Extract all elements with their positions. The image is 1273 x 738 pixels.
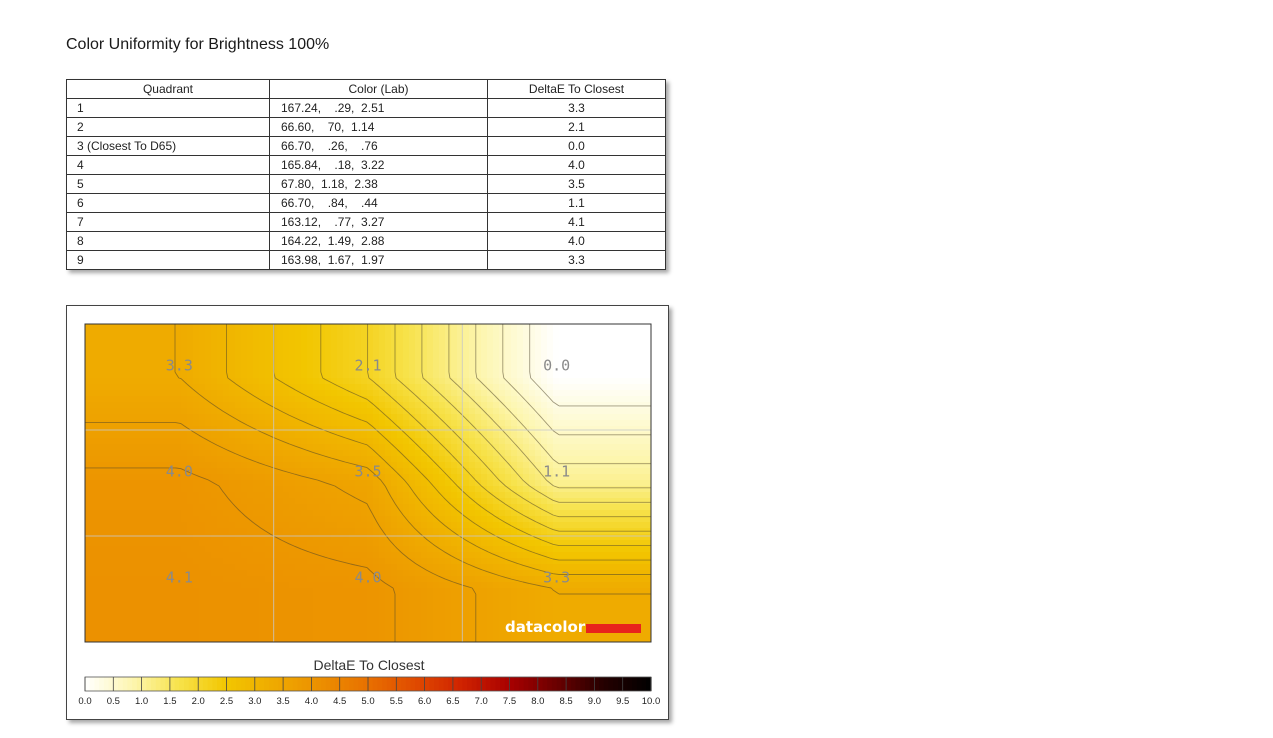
plot-frame [84, 323, 652, 643]
table-header-row: Quadrant Color (Lab) DeltaE To Closest [66, 79, 666, 99]
quadrant-value-label: 3.3 [543, 569, 570, 587]
colorbar-tick-label: 2.0 [192, 696, 205, 707]
table-row: 1 167.24, .29, 2.51 3.3 [66, 98, 666, 118]
header-color-lab: Color (Lab) [269, 79, 488, 99]
contour-line [174, 324, 651, 595]
table-row: 4 165.84, .18, 3.22 4.0 [66, 155, 666, 175]
table-row: 3 (Closest To D65) 66.70, .26, .76 0.0 [66, 136, 666, 156]
colorbar-tick-labels: 0.0 0.5 1.0 1.5 2.0 2.5 3.0 3.5 4.0 4.5 5.0 5.5 6.0 6… [78, 677, 660, 707]
deltae-cell: 4.0 [487, 155, 666, 175]
heatmap-surface [85, 324, 651, 642]
deltae-cell: 2.1 [487, 117, 666, 137]
contour-line [85, 421, 477, 642]
uniformity-chart-panel: 3.3 2.1 0.0 4.0 3.5 1.1 4.1 4.0 3.3 datacolor De… [66, 305, 669, 720]
colorbar-tick-label: 8.5 [559, 696, 572, 707]
quadrant-value-label: 1.1 [543, 463, 570, 481]
quadrant-cell: 9 [66, 250, 270, 270]
quadrant-cell: 6 [66, 193, 270, 213]
uniformity-heatmap: 3.3 2.1 0.0 4.0 3.5 1.1 4.1 4.0 3.3 datacolor De… [78, 323, 660, 707]
table-row: 2 66.60, 70, 1.14 2.1 [66, 117, 666, 137]
contour-line [85, 467, 396, 642]
colorbar-tick-label: 8.0 [531, 696, 544, 707]
contour-line [529, 324, 651, 407]
datacolor-logo: datacolor [505, 618, 641, 636]
contour-line [320, 324, 651, 547]
contour-line [226, 324, 651, 575]
deltae-cell: 3.5 [487, 174, 666, 194]
lab-cell: 66.60, 70, 1.14 [269, 117, 488, 137]
contour-line [421, 324, 651, 503]
colorbar-tick-label: 3.0 [248, 696, 261, 707]
quadrant-gridlines [85, 324, 651, 642]
table-row: 6 66.70, .84, .44 1.1 [66, 193, 666, 213]
colorbar-tick-label: 0.0 [78, 696, 91, 707]
colorbar-tick-label: 7.0 [475, 696, 488, 707]
quadrant-cell: 7 [66, 212, 270, 232]
quadrant-cell: 5 [66, 174, 270, 194]
deltae-cell: 4.0 [487, 231, 666, 251]
quadrant-value-label: 0.0 [543, 357, 570, 375]
watermark-text: datacolor [505, 618, 586, 636]
quadrant-value-label: 4.0 [354, 569, 381, 587]
colorbar-tick-label: 0.5 [107, 696, 120, 707]
lab-cell: 163.12, .77, 3.27 [269, 212, 488, 232]
deltae-cell: 4.1 [487, 212, 666, 232]
lab-cell: 66.70, .26, .76 [269, 136, 488, 156]
deltae-cell: 1.1 [487, 193, 666, 213]
quadrant-cell: 2 [66, 117, 270, 137]
quadrant-value-label: 2.1 [354, 357, 381, 375]
colorbar-tick-label: 1.0 [135, 696, 148, 707]
lab-cell: 67.80, 1.18, 2.38 [269, 174, 488, 194]
colorbar-tick-label: 6.5 [446, 696, 459, 707]
colorbar-tick-label: 1.5 [163, 696, 176, 707]
header-quadrant: Quadrant [66, 79, 270, 99]
quadrant-value-labels: 3.3 2.1 0.0 4.0 3.5 1.1 4.1 4.0 3.3 [166, 357, 570, 587]
table-row: 9 163.98, 1.67, 1.97 3.3 [66, 250, 666, 270]
header-deltae: DeltaE To Closest [487, 79, 666, 99]
colorbar-tick-label: 6.0 [418, 696, 431, 707]
colorbar-tick-label: 5.0 [361, 696, 374, 707]
quadrant-cell: 8 [66, 231, 270, 251]
colorbar-tick-label: 3.5 [276, 696, 289, 707]
quadrant-value-label: 3.5 [354, 463, 381, 481]
quadrant-table-container: Quadrant Color (Lab) DeltaE To Closest 1… [66, 79, 666, 270]
colorbar-tick-label: 4.5 [333, 696, 346, 707]
contour-lines [85, 324, 651, 642]
colorbar-title: DeltaE To Closest [313, 657, 424, 673]
page-title: Color Uniformity for Brightness 100% [66, 36, 330, 53]
lab-cell: 167.24, .29, 2.51 [269, 98, 488, 118]
quadrant-cell: 4 [66, 155, 270, 175]
colorbar-tick-label: 9.5 [616, 696, 629, 707]
table-row: 8 164.22, 1.49, 2.88 4.0 [66, 231, 666, 251]
lab-cell: 163.98, 1.67, 1.97 [269, 250, 488, 270]
deltae-cell: 0.0 [487, 136, 666, 156]
lab-cell: 165.84, .18, 3.22 [269, 155, 488, 175]
deltae-cell: 3.3 [487, 250, 666, 270]
colorbar-tick-label: 5.5 [390, 696, 403, 707]
contour-line [502, 324, 651, 436]
quadrant-value-label: 4.0 [166, 463, 193, 481]
colorbar-tick-label: 10.0 [642, 696, 661, 707]
contour-line [475, 324, 651, 465]
quadrant-cell: 3 (Closest To D65) [66, 136, 270, 156]
contour-line [367, 324, 651, 532]
contour-line [394, 324, 651, 518]
quadrant-table: Quadrant Color (Lab) DeltaE To Closest 1… [66, 79, 666, 270]
watermark-bar [586, 624, 641, 633]
table-row: 7 163.12, .77, 3.27 4.1 [66, 212, 666, 232]
lab-cell: 164.22, 1.49, 2.88 [269, 231, 488, 251]
table-row: 5 67.80, 1.18, 2.38 3.5 [66, 174, 666, 194]
deltae-cell: 3.3 [487, 98, 666, 118]
quadrant-value-label: 4.1 [166, 569, 193, 587]
colorbar-tick-label: 7.5 [503, 696, 516, 707]
colorbar-tick-label: 4.0 [305, 696, 318, 707]
colorbar-tick-label: 9.0 [588, 696, 601, 707]
lab-cell: 66.70, .84, .44 [269, 193, 488, 213]
quadrant-value-label: 3.3 [166, 357, 193, 375]
quadrant-cell: 1 [66, 98, 270, 118]
colorbar-tick-label: 2.5 [220, 696, 233, 707]
